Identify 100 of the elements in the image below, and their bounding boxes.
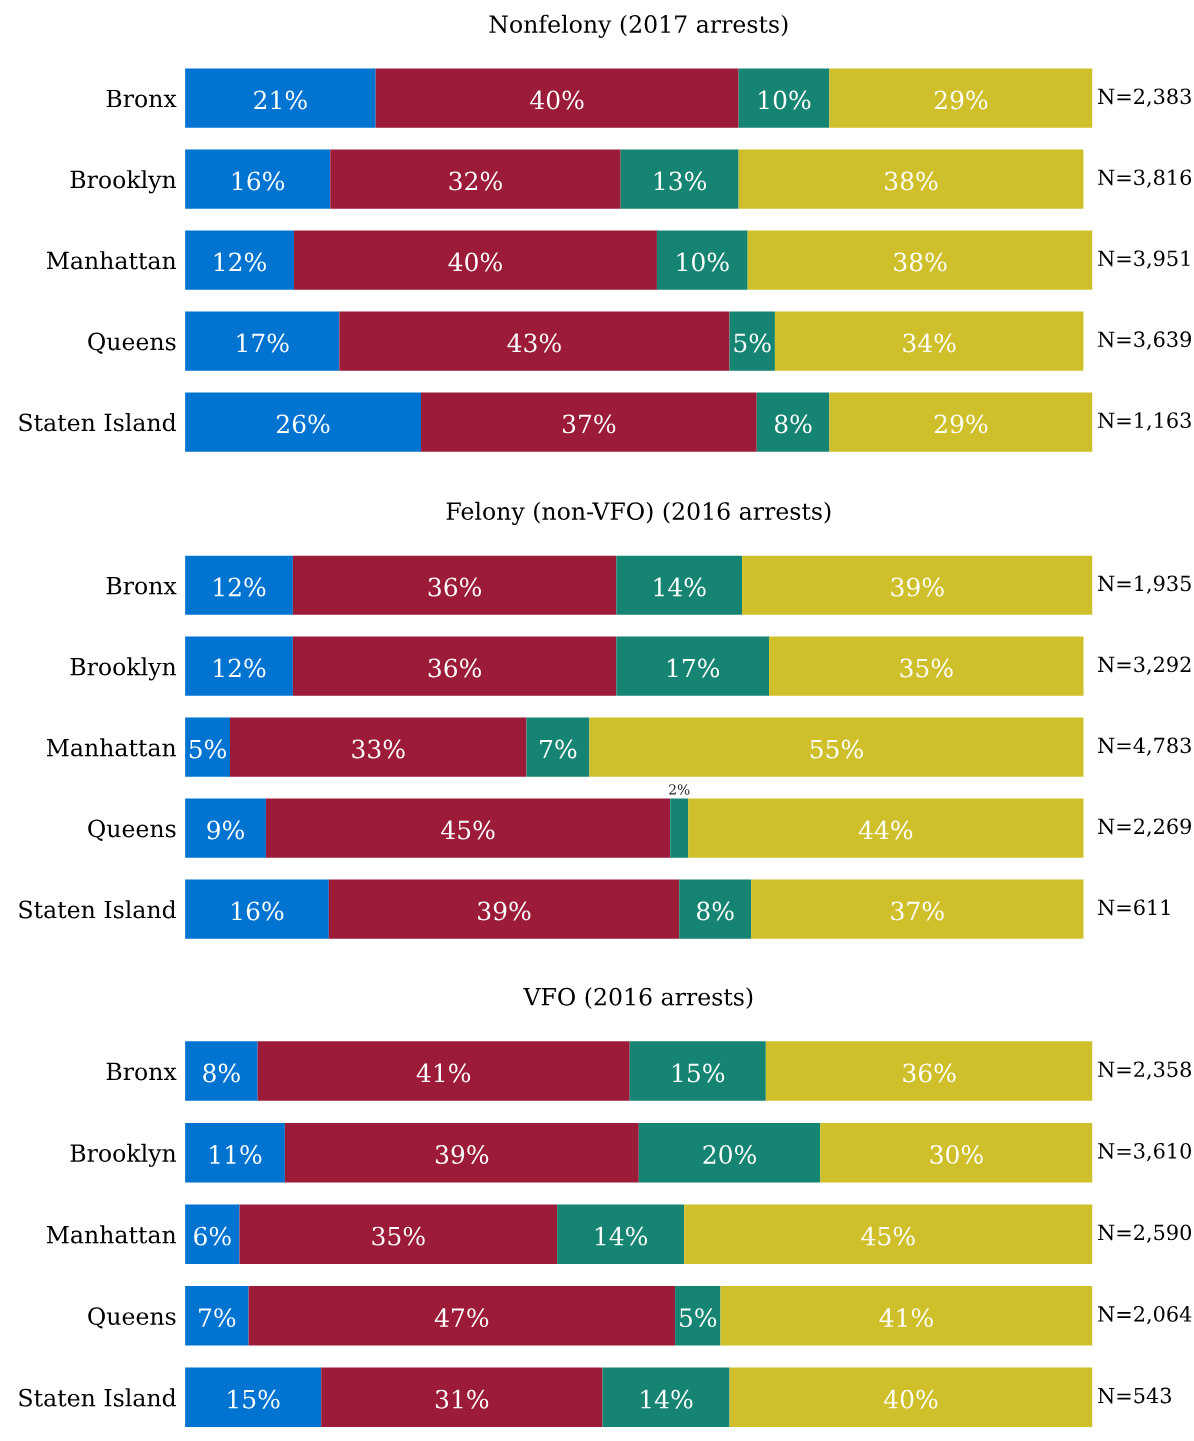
- bar: [720, 1286, 1093, 1346]
- data-label: 40%: [884, 1389, 938, 1409]
- bar: [670, 798, 689, 858]
- bar: [679, 879, 752, 939]
- data-label: 15%: [228, 1389, 280, 1409]
- data-label: 38%: [885, 171, 938, 191]
- data-label: 26%: [276, 414, 330, 434]
- bar: [185, 555, 293, 615]
- data-label: 14%: [595, 1226, 648, 1246]
- data-label: 8%: [203, 1063, 240, 1083]
- data-label: 29%: [934, 90, 988, 110]
- bar: [185, 392, 421, 452]
- y-tick-label: Bronx: [106, 576, 177, 595]
- chart-title: VFO (2016 arrests): [523, 987, 753, 1009]
- bar: [616, 555, 743, 615]
- data-label: 43%: [507, 333, 561, 353]
- bar: [765, 1041, 1093, 1101]
- bar: [769, 636, 1084, 696]
- data-label: 41%: [879, 1308, 933, 1328]
- y-tick-label: Queens: [88, 1307, 176, 1329]
- data-label: 12%: [214, 658, 266, 678]
- data-label: 17%: [667, 658, 720, 678]
- bar: [292, 555, 617, 615]
- bar: [756, 392, 830, 452]
- bar: [729, 311, 775, 371]
- chart-title: Nonfelony (2017 arrests): [489, 14, 788, 38]
- y-tick-label: Brooklyn: [70, 170, 177, 194]
- data-label: 40%: [448, 252, 502, 272]
- data-label: 5%: [680, 1308, 717, 1328]
- bar: [292, 636, 617, 696]
- data-label: 2%: [669, 784, 690, 795]
- data-label: 8%: [697, 901, 734, 921]
- data-label: 55%: [810, 739, 863, 759]
- text: N=611: [1098, 899, 1170, 916]
- text: N=2,590: [1098, 1224, 1191, 1243]
- data-label: 37%: [563, 414, 616, 434]
- y-tick-label: Manhattan: [46, 251, 177, 270]
- data-label: 39%: [478, 901, 531, 921]
- bar: [620, 149, 739, 209]
- bar: [729, 1367, 1093, 1428]
- data-label: 40%: [530, 90, 584, 110]
- bar: [185, 1122, 285, 1183]
- bar: [257, 1041, 630, 1101]
- y-tick-label: Staten Island: [19, 900, 177, 919]
- text: N=2,358: [1098, 1061, 1191, 1080]
- data-label: 33%: [352, 739, 405, 759]
- data-label: 30%: [930, 1145, 983, 1164]
- text: N=3,292: [1098, 656, 1191, 675]
- text: N=1,935: [1098, 575, 1191, 594]
- bar: [638, 1122, 821, 1183]
- y-tick-label: Bronx: [106, 89, 177, 108]
- bar: [248, 1286, 676, 1346]
- chart-title: Felony (non-VFO) (2016 arrests): [446, 501, 831, 525]
- bar: [185, 1367, 322, 1428]
- data-label: 17%: [237, 333, 289, 353]
- bar: [820, 1122, 1093, 1183]
- bar: [185, 879, 329, 939]
- y-tick-label: Brooklyn: [70, 1143, 177, 1167]
- bar: [185, 717, 230, 777]
- data-label: 5%: [189, 739, 226, 759]
- y-tick-label: Staten Island: [19, 413, 177, 432]
- data-label: 20%: [703, 1145, 756, 1164]
- bar: [239, 1204, 558, 1264]
- data-label: 38%: [894, 252, 947, 272]
- data-label: 35%: [372, 1226, 425, 1246]
- data-label: 31%: [435, 1389, 489, 1409]
- text: N=3,816: [1098, 169, 1192, 188]
- data-label: 7%: [199, 1308, 236, 1328]
- data-label: 34%: [903, 333, 956, 353]
- text: N=3,610: [1098, 1142, 1191, 1162]
- data-label: 12%: [214, 577, 266, 597]
- data-label: 21%: [254, 90, 307, 110]
- bar: [557, 1204, 685, 1264]
- text: N=2,064: [1098, 1306, 1192, 1325]
- bar: [185, 311, 340, 371]
- data-label: 7%: [540, 739, 577, 759]
- bar: [185, 1286, 249, 1346]
- data-label: 36%: [903, 1063, 956, 1083]
- bar: [421, 392, 757, 452]
- data-label: 12%: [214, 252, 266, 272]
- data-label: 9%: [207, 820, 244, 840]
- bar: [328, 879, 680, 939]
- text: N=543: [1098, 1387, 1171, 1404]
- bar: [602, 1367, 730, 1428]
- data-label: 29%: [934, 414, 988, 434]
- bar: [742, 555, 1093, 615]
- bar: [185, 636, 293, 696]
- bar: [684, 1204, 1093, 1264]
- data-label: 10%: [759, 90, 811, 110]
- y-tick-label: Queens: [88, 819, 176, 841]
- bar: [656, 230, 748, 290]
- y-tick-label: Manhattan: [46, 1225, 177, 1244]
- bar: [747, 230, 1093, 290]
- bar: [185, 230, 294, 290]
- text: N=1,163: [1098, 412, 1191, 431]
- bar: [265, 798, 671, 858]
- bar: [321, 1367, 603, 1428]
- data-label: 45%: [861, 1226, 915, 1246]
- bar: [589, 717, 1084, 777]
- bar: [675, 1286, 721, 1346]
